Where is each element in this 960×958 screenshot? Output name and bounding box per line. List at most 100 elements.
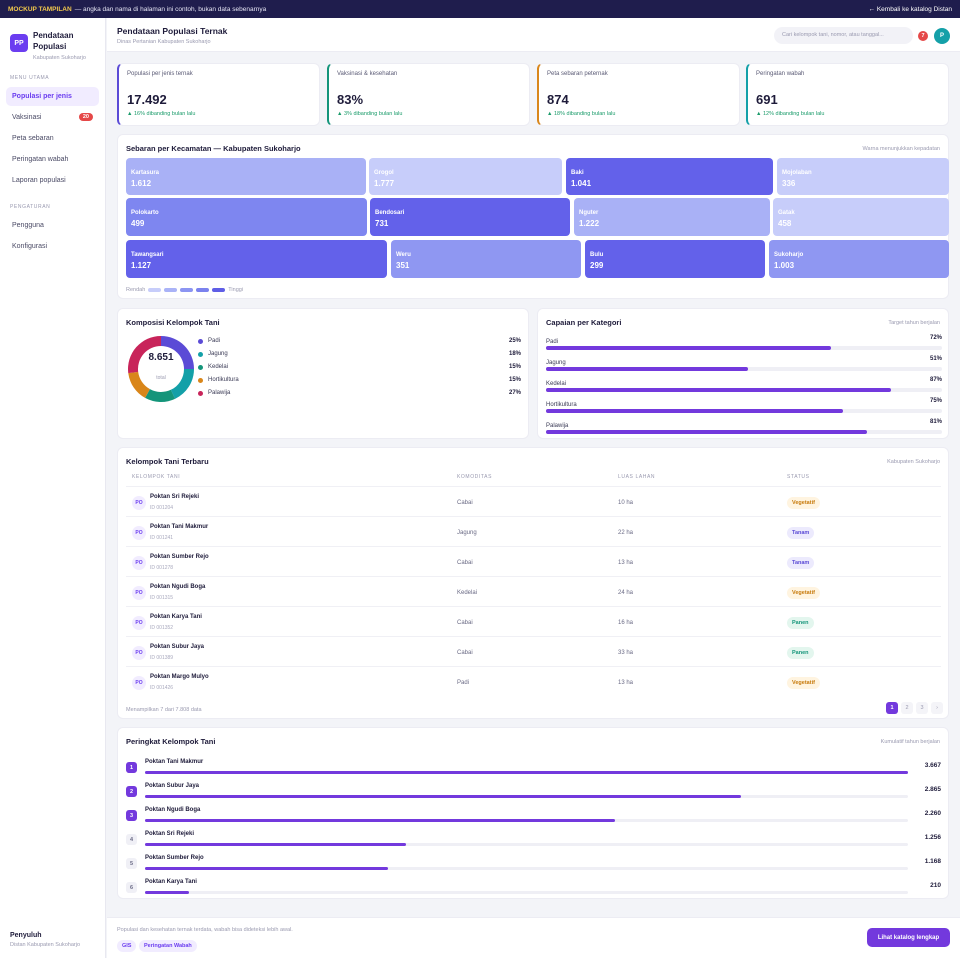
- donut-slice-kedelai[interactable]: [145, 389, 176, 402]
- achievement-track: [546, 346, 942, 350]
- ranking-row[interactable]: 5 Poktan Sumber Rejo 1.168: [126, 855, 941, 877]
- search-input[interactable]: Cari kelompok tani, nomor, atau tanggal.…: [774, 27, 913, 44]
- group-area: 13 ha: [618, 560, 634, 566]
- treemap-tile-grogol[interactable]: Grogol 1.777: [369, 158, 562, 195]
- ranking-row[interactable]: 6 Poktan Karya Tani 210: [126, 879, 941, 901]
- column-header-area[interactable]: LUAS LAHAN: [618, 474, 656, 480]
- avatar[interactable]: P: [934, 28, 950, 44]
- back-to-catalog-link[interactable]: ← Kembali ke katalog Distan: [868, 5, 952, 13]
- next-page-button[interactable]: ›: [931, 702, 943, 714]
- kpi-value: 17.492: [127, 92, 167, 107]
- ranking-card: Peringkat Kelompok Tani Kumulatif tahun …: [117, 727, 949, 899]
- group-name[interactable]: Poktan Margo Mulyo: [150, 674, 209, 680]
- treemap-tile-baki[interactable]: Baki 1.041: [566, 158, 773, 195]
- kpi-card-peringatan-wabah[interactable]: Peringatan wabah 691 ▲ 12% dibanding bul…: [746, 63, 949, 126]
- group-name[interactable]: Poktan Ngudi Boga: [150, 584, 206, 590]
- rank-value: 3.667: [924, 762, 941, 769]
- donut-slice-hortikultura[interactable]: [128, 371, 150, 398]
- column-header-status[interactable]: STATUS: [787, 474, 810, 480]
- group-name[interactable]: Poktan Tani Makmur: [150, 524, 209, 530]
- legend-label: Jagung: [208, 351, 228, 357]
- table-row[interactable]: PO Poktan Sri Rejeki ID 001204 Cabai 10 ha Ve…: [126, 486, 941, 516]
- status-badge: Vegetatif: [787, 587, 820, 599]
- treemap-tile-mojolaban[interactable]: Mojolaban 336: [777, 158, 949, 195]
- sidebar-item-konfigurasi[interactable]: Konfigurasi: [6, 237, 99, 256]
- achievement-label: Hortikultura: [546, 402, 577, 408]
- kpi-delta: ▲ 12% dibanding bulan lalu: [756, 111, 825, 117]
- catalog-button[interactable]: Lihat katalog lengkap: [867, 928, 950, 947]
- treemap-tile-sukoharjo[interactable]: Sukoharjo 1.003: [769, 240, 949, 278]
- donut-slice-jagung[interactable]: [170, 369, 194, 399]
- group-id: ID 001426: [150, 685, 174, 691]
- status-badge: Vegetatif: [787, 497, 820, 509]
- sidebar-item-peta-sebaran[interactable]: Peta sebaran: [6, 129, 99, 148]
- kpi-card-populasi[interactable]: Populasi per jenis ternak 17.492 ▲ 16% d…: [117, 63, 320, 126]
- sidebar-item-pengguna[interactable]: Pengguna: [6, 216, 99, 235]
- rank-value: 1.168: [924, 858, 941, 865]
- group-name[interactable]: Poktan Sumber Rejo: [150, 554, 209, 560]
- kpi-card-peta-sebaran[interactable]: Peta sebaran peternak 874 ▲ 18% dibandin…: [537, 63, 740, 126]
- group-name[interactable]: Poktan Karya Tani: [150, 614, 202, 620]
- notification-badge[interactable]: 7: [918, 31, 928, 41]
- table-row[interactable]: PO Poktan Tani Makmur ID 001241 Jagung 22 ha…: [126, 516, 941, 546]
- table-row[interactable]: PO Poktan Sumber Rejo ID 001278 Cabai 13 ha T…: [126, 546, 941, 576]
- achievement-row-padi: Padi 72%: [546, 335, 942, 350]
- legend-swatch: [180, 288, 194, 292]
- rank-bar: [145, 795, 742, 798]
- sidebar-item-laporan[interactable]: Laporan populasi: [6, 171, 99, 190]
- achievement-title: Capaian per Kategori: [546, 318, 622, 327]
- section-main-label: MENU UTAMA: [10, 75, 50, 81]
- treemap-tile-bulu[interactable]: Bulu 299: [585, 240, 765, 278]
- page-button-2[interactable]: 2: [901, 702, 913, 714]
- tile-name: Nguter: [579, 210, 599, 216]
- page-button-1[interactable]: 1: [886, 702, 898, 714]
- sidebar-item-vaksinasi[interactable]: Vaksinasi 20: [6, 108, 99, 127]
- sidebar-item-peringatan-wabah[interactable]: Peringatan wabah: [6, 150, 99, 169]
- ranking-row[interactable]: 1 Poktan Tani Makmur 3.667: [126, 759, 941, 781]
- treemap-tile-weru[interactable]: Weru 351: [391, 240, 581, 278]
- group-avatar: PO: [132, 676, 146, 690]
- treemap-tile-polokarto[interactable]: Polokarto 499: [126, 198, 367, 236]
- treemap-tile-bendosari[interactable]: Bendosari 731: [370, 198, 570, 236]
- tile-name: Baki: [571, 170, 584, 176]
- ranking-row[interactable]: 2 Poktan Subur Jaya 2.865: [126, 783, 941, 805]
- kpi-card-vaksinasi[interactable]: Vaksinasi & kesehatan 83% ▲ 3% dibanding…: [327, 63, 530, 126]
- tile-value: 499: [131, 219, 145, 228]
- ranking-row[interactable]: 4 Poktan Sri Rejeki 1.256: [126, 831, 941, 853]
- table-row[interactable]: PO Poktan Ngudi Boga ID 001315 Kedelai 24 ha…: [126, 576, 941, 606]
- column-header-group[interactable]: KELOMPOK TANI: [132, 474, 181, 480]
- rank-value: 210: [930, 882, 941, 889]
- legend-item-kedelai: Kedelai 15%: [198, 362, 521, 372]
- table-row[interactable]: PO Poktan Karya Tani ID 001352 Cabai 16 ha Pa…: [126, 606, 941, 636]
- ranking-row[interactable]: 3 Poktan Ngudi Boga 2.260: [126, 807, 941, 829]
- treemap-tile-kartasura[interactable]: Kartasura 1.612: [126, 158, 366, 195]
- status-badge: Tanam: [787, 557, 815, 569]
- table-row[interactable]: PO Poktan Subur Jaya ID 001389 Cabai 33 ha Pa…: [126, 636, 941, 666]
- group-avatar: PO: [132, 556, 146, 570]
- group-name[interactable]: Poktan Sri Rejeki: [150, 494, 200, 500]
- donut-slice-padi[interactable]: [161, 336, 194, 369]
- treemap-tile-nguter[interactable]: Nguter 1.222: [574, 198, 770, 236]
- group-id: ID 001315: [150, 595, 174, 601]
- legend-swatch: [196, 288, 210, 292]
- treemap-tile-tawangsari[interactable]: Tawangsari 1.127: [126, 240, 387, 278]
- achievement-label: Padi: [546, 339, 559, 345]
- tile-name: Grogol: [374, 170, 394, 176]
- chip-peringatan-wabah[interactable]: Peringatan Wabah: [139, 940, 197, 952]
- chip-gis[interactable]: GIS: [117, 940, 137, 952]
- group-id: ID 001278: [150, 565, 174, 571]
- sidebar-item-populasi[interactable]: Populasi per jenis: [6, 87, 99, 106]
- treemap-title: Sebaran per Kecamatan — Kabupaten Sukoha…: [126, 144, 301, 153]
- sidebar-item-label: Peringatan wabah: [12, 156, 69, 163]
- column-header-commodity[interactable]: KOMODITAS: [457, 474, 493, 480]
- group-name[interactable]: Poktan Subur Jaya: [150, 644, 205, 650]
- donut-slice-palawija[interactable]: [128, 336, 161, 374]
- footer: Populasi dan kesehatan ternak terdata, w…: [107, 917, 960, 958]
- treemap-tile-gatak[interactable]: Gatak 458: [773, 198, 949, 236]
- table-row[interactable]: PO Poktan Margo Mulyo ID 001426 Padi 13 ha Ve…: [126, 666, 941, 696]
- achievement-bar: [546, 367, 748, 371]
- rank-value: 2.260: [924, 810, 941, 817]
- legend-percent: 27%: [508, 390, 521, 396]
- page-button-3[interactable]: 3: [916, 702, 928, 714]
- status-badge: Vegetatif: [787, 677, 820, 689]
